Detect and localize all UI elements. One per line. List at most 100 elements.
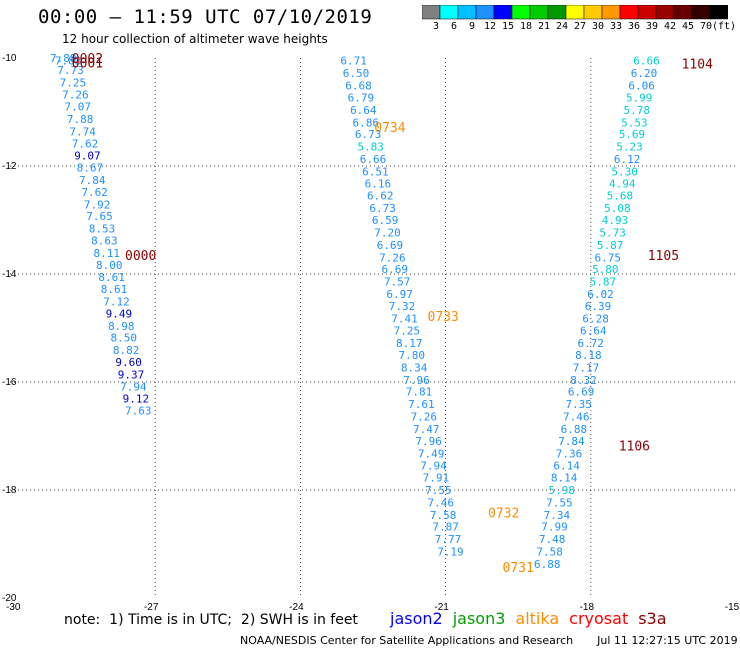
- wave-height-label: 7.84: [558, 435, 585, 448]
- wave-height-label: 6.66: [360, 153, 387, 166]
- wave-height-label: 5.87: [597, 239, 624, 252]
- scale-label: 39: [645, 21, 659, 32]
- wave-height-label: 7.96: [415, 435, 442, 448]
- wave-height-label: 7.32: [389, 300, 416, 313]
- wave-height-label: 9.60: [115, 356, 142, 369]
- wave-height-label: 9.37: [118, 368, 145, 381]
- wave-height-label: 7.96: [403, 374, 430, 387]
- wave-height-label: 6.12: [614, 153, 641, 166]
- wave-height-label: 7.57: [384, 276, 411, 289]
- wave-height-label: 6.69: [377, 239, 404, 252]
- wave-height-label: 7.19: [437, 546, 464, 559]
- wave-height-label: 8.11: [94, 247, 121, 260]
- wave-height-label: 6.02: [587, 288, 614, 301]
- wave-height-label: 7.49: [418, 447, 445, 460]
- wave-height-label: 6.62: [367, 190, 394, 203]
- wave-height-label: 6.88: [534, 558, 561, 571]
- wave-height-label: 7.55: [546, 496, 573, 509]
- wave-height-label: 7.25: [394, 325, 421, 338]
- wave-height-label: 6.88: [561, 423, 588, 436]
- wave-height-label: 6.28: [582, 312, 609, 325]
- wave-height-label: 6.69: [382, 263, 409, 276]
- time-label: 0734: [374, 121, 405, 136]
- wave-height-label: 7.94: [120, 380, 147, 393]
- wave-height-label: 7.81: [406, 386, 433, 399]
- wave-height-label: 7.99: [541, 521, 568, 534]
- wave-height-label: 7.17: [573, 361, 600, 374]
- scale-label: 18: [519, 21, 533, 32]
- wave-height-label: 6.06: [628, 80, 655, 93]
- wave-height-label: 5.98: [549, 484, 576, 497]
- x-tick-label: -24: [289, 602, 304, 613]
- wave-height-label: 7.62: [81, 186, 108, 199]
- scale-label: 30: [591, 21, 605, 32]
- wave-height-label: 5.69: [619, 128, 646, 141]
- wave-height-label: 6.20: [631, 67, 658, 80]
- wave-height-label: 7.55: [425, 484, 452, 497]
- color-scale-bar: [422, 5, 728, 20]
- time-label: 1105: [648, 249, 679, 264]
- wave-height-label: 7.26: [411, 411, 438, 424]
- wave-height-label: 8.00: [96, 259, 123, 272]
- wave-height-label: 7.26: [62, 89, 89, 102]
- wave-height-label: 8.61: [101, 283, 128, 296]
- wave-height-label: 6.68: [345, 80, 372, 93]
- wave-height-label: 5.78: [624, 104, 651, 117]
- wave-height-label: 7.91: [423, 472, 450, 485]
- legend-item-altika: altika: [515, 609, 560, 628]
- wave-height-label: 7.12: [103, 296, 130, 309]
- wave-height-label: 6.50: [343, 67, 370, 80]
- y-tick-label: -18: [2, 485, 17, 496]
- footer-credit: NOAA/NESDIS Center for Satellite Applica…: [240, 634, 574, 647]
- scale-label: 12: [483, 21, 497, 32]
- wave-height-label: 7.94: [420, 460, 447, 473]
- wave-height-label: 7.88: [67, 113, 94, 126]
- wave-height-label: 8.32: [570, 374, 597, 387]
- legend-item-jason2: jason2: [390, 609, 443, 628]
- wave-height-label: 7.46: [428, 496, 455, 509]
- x-tick-label: -15: [725, 602, 740, 613]
- legend-item-s3a: s3a: [638, 609, 667, 628]
- footer: NOAA/NESDIS Center for Satellite Applica…: [240, 634, 738, 647]
- wave-height-label: 8.61: [98, 271, 125, 284]
- wave-height-label: 7.83: [55, 55, 82, 68]
- wave-height-label: 5.99: [626, 91, 653, 104]
- wave-height-label: 4.93: [602, 214, 629, 227]
- wave-height-label: 6.59: [372, 214, 399, 227]
- scale-label: 3: [432, 21, 440, 32]
- wave-height-label: 7.20: [374, 226, 401, 239]
- wave-height-label: 6.16: [365, 177, 392, 190]
- time-label: 1104: [682, 57, 713, 72]
- wave-height-label: 8.82: [113, 344, 140, 357]
- wave-height-label: 8.50: [110, 332, 137, 345]
- x-tick-label: -18: [580, 602, 595, 613]
- wave-height-label: 7.74: [69, 125, 96, 138]
- wave-height-label: 5.08: [604, 202, 631, 215]
- wave-height-label: 5.23: [616, 141, 643, 154]
- wave-height-label: 7.61: [408, 398, 435, 411]
- wave-height-label: 5.68: [607, 190, 634, 203]
- wave-height-label: 8.98: [108, 320, 135, 333]
- wave-height-label: 9.07: [74, 150, 101, 163]
- wave-height-label: 5.53: [621, 116, 648, 129]
- wave-height-label: 7.25: [60, 76, 87, 89]
- legend-item-jason3: jason3: [452, 609, 506, 628]
- x-tick-label: -21: [434, 602, 449, 613]
- wave-height-label: 7.26: [379, 251, 406, 264]
- time-label: 0733: [428, 310, 459, 325]
- wave-height-label: 5.87: [590, 276, 617, 289]
- wave-height-label: 7.35: [565, 398, 592, 411]
- wave-height-label: 6.14: [553, 460, 580, 473]
- wave-height-label: 6.64: [580, 325, 607, 338]
- scale-label: 24: [555, 21, 569, 32]
- scale-label: 15: [501, 21, 515, 32]
- wave-height-label: 7.58: [536, 546, 563, 559]
- scale-label: 36: [627, 21, 641, 32]
- satellite-legend: jason2 jason3 altika cryosat s3a: [390, 609, 677, 628]
- wave-height-label: 7.07: [65, 101, 92, 114]
- wave-height-label: 7.87: [432, 521, 459, 534]
- x-tick-label: -27: [144, 602, 159, 613]
- wave-height-label: 8.17: [396, 337, 423, 350]
- wave-height-label: 6.39: [585, 300, 612, 313]
